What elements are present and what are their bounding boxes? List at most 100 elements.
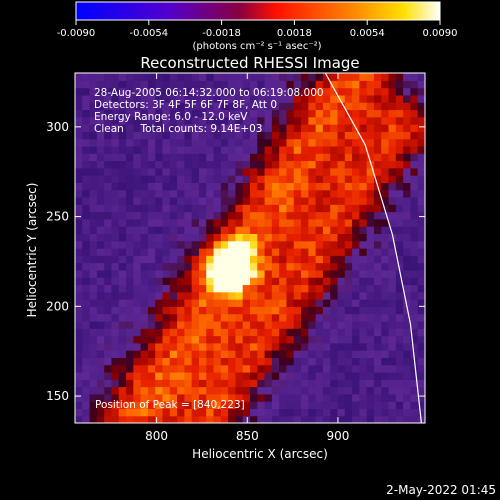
heatmap-cell (155, 328, 164, 337)
heatmap-cell (352, 284, 360, 293)
heatmap-cell (184, 124, 193, 132)
heatmap-cell (169, 73, 178, 81)
heatmap-cell (235, 255, 244, 264)
heatmap-cell (271, 408, 280, 417)
heatmap-cell (417, 262, 425, 271)
heatmap-cell (177, 145, 185, 154)
heatmap-cell (82, 313, 91, 322)
heatmap-cell (89, 306, 98, 315)
heatmap-cell (344, 328, 353, 337)
heatmap-cell (293, 401, 302, 410)
heatmap-cell (417, 371, 425, 380)
heatmap-cell (162, 393, 171, 402)
heatmap-cell (417, 255, 425, 264)
heatmap-cell (184, 386, 193, 395)
heatmap-cell (228, 160, 237, 169)
heatmap-cell (206, 116, 215, 125)
heatmap-cell (89, 196, 98, 205)
heatmap-cell (308, 335, 317, 344)
heatmap-cell (250, 153, 258, 162)
heatmap-cell (118, 277, 127, 286)
heatmap-cell (395, 109, 404, 118)
heatmap-cell (417, 291, 425, 300)
heatmap-cell (126, 393, 134, 402)
heatmap-cell (126, 299, 134, 307)
heatmap-cell (162, 73, 171, 81)
heatmap-cell (242, 408, 251, 417)
heatmap-cell (403, 277, 412, 286)
heatmap-cell (410, 80, 419, 89)
heatmap-cell (315, 379, 324, 388)
heatmap-cell (250, 415, 258, 423)
heatmap-cell (279, 371, 288, 380)
heatmap-cell (75, 371, 83, 380)
heatmap-cell (344, 109, 353, 118)
heatmap-cell (140, 218, 149, 227)
heatmap-cell (235, 109, 244, 118)
heatmap-cell (147, 284, 156, 293)
heatmap-cell (337, 116, 346, 125)
heatmap-cell (293, 218, 302, 227)
heatmap-cell (330, 204, 339, 213)
heatmap-cell (75, 80, 83, 89)
heatmap-cell (381, 196, 390, 205)
heatmap-cell (147, 182, 156, 191)
heatmap-cell (417, 393, 425, 402)
heatmap-cell (271, 233, 280, 242)
heatmap-cell (301, 393, 309, 402)
heatmap-cell (111, 415, 120, 423)
heatmap-cell (366, 204, 375, 213)
heatmap-cell (301, 204, 309, 213)
heatmap-cell (82, 218, 91, 227)
heatmap-cell (118, 138, 127, 147)
heatmap-cell (381, 189, 390, 198)
heatmap-cell (213, 350, 222, 358)
heatmap-cell (344, 204, 353, 213)
heatmap-cell (308, 94, 317, 103)
heatmap-cell (75, 313, 83, 322)
heatmap-cell (279, 116, 288, 125)
heatmap-cell (403, 87, 412, 96)
heatmap-cell (264, 189, 273, 198)
heatmap-cell (250, 218, 258, 227)
heatmap-cell (301, 196, 309, 205)
heatmap-cell (147, 262, 156, 271)
heatmap-cell (322, 364, 331, 373)
heatmap-cell (140, 116, 149, 125)
heatmap-cell (293, 189, 302, 198)
heatmap-cell (264, 124, 273, 132)
heatmap-cell (293, 320, 302, 329)
heatmap-cell (395, 167, 404, 176)
heatmap-cell (162, 145, 171, 154)
heatmap-cell (111, 401, 120, 410)
heatmap-cell (330, 182, 339, 191)
heatmap-cell (220, 379, 229, 388)
heatmap-cell (177, 87, 185, 96)
heatmap-cell (82, 364, 91, 373)
heatmap-cell (315, 175, 324, 183)
heatmap-cell (264, 335, 273, 344)
heatmap-cell (126, 145, 134, 154)
heatmap-cell (271, 335, 280, 344)
heatmap-cell (250, 240, 258, 249)
heatmap-cell (264, 313, 273, 322)
heatmap-cell (169, 226, 178, 235)
heatmap-cell (111, 350, 120, 358)
heatmap-cell (155, 284, 164, 293)
heatmap-cell (337, 226, 346, 235)
heatmap-cell (169, 269, 178, 278)
heatmap-cell (373, 408, 382, 417)
heatmap-cell (75, 124, 83, 132)
heatmap-cell (366, 131, 375, 140)
heatmap-cell (330, 196, 339, 205)
heatmap-cell (111, 109, 120, 118)
heatmap-cell (228, 386, 237, 395)
heatmap-cell (257, 94, 266, 103)
heatmap-cell (104, 371, 113, 380)
heatmap-cell (235, 357, 244, 366)
heatmap-cell (293, 335, 302, 344)
heatmap-cell (264, 342, 273, 351)
heatmap-cell (359, 87, 368, 96)
heatmap-cell (330, 415, 339, 423)
